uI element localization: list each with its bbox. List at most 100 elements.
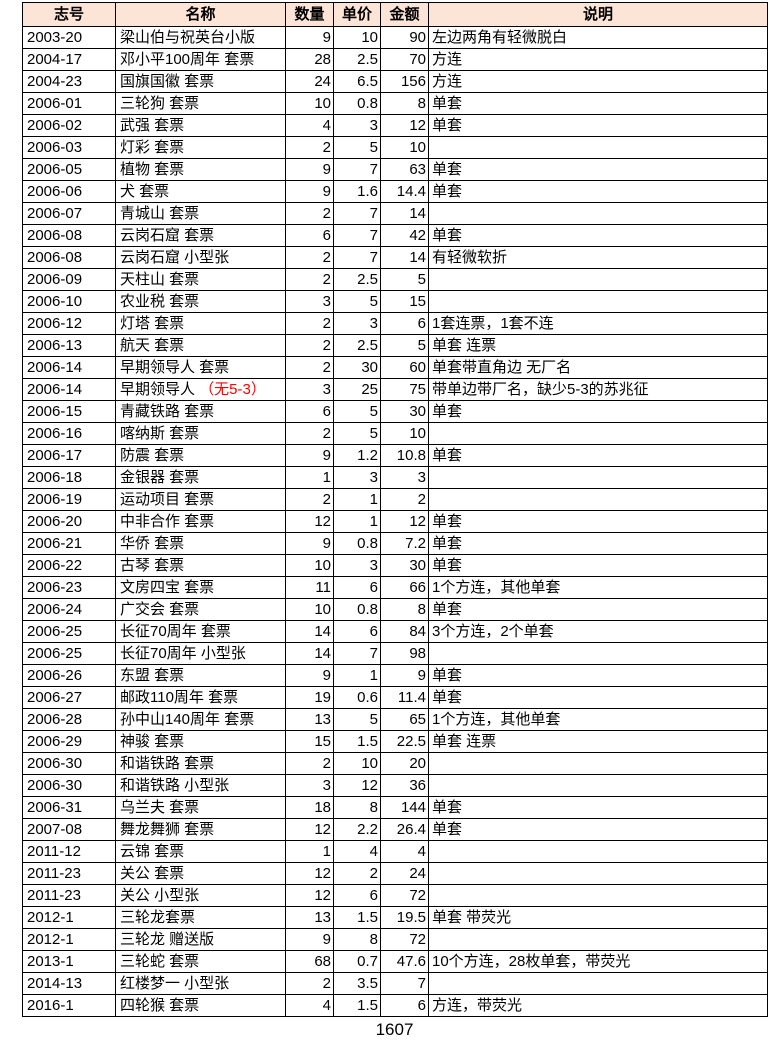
note-cell: 3个方连，2个单套 [428, 620, 768, 643]
amount-cell: 66 [380, 576, 429, 599]
amount-cell: 14.4 [380, 180, 429, 203]
quantity-cell: 4 [285, 114, 334, 137]
quantity-cell: 2 [285, 334, 334, 357]
unit-price-cell: 0.8 [333, 92, 381, 115]
unit-price-cell: 2.5 [333, 334, 381, 357]
stamp-name-cell: 关公 套票 [115, 862, 286, 885]
unit-price-cell: 6 [333, 576, 381, 599]
stamp-name-cell: 早期领导人 （无5-3） [115, 378, 286, 401]
amount-cell: 19.5 [380, 906, 429, 929]
table-row: 2006-08 云岗石窟 小型张 2 7 14 有轻微软折 [22, 246, 768, 269]
table-row: 2013-1 三轮蛇 套票 68 0.7 47.6 10个方连，28枚单套，带荧光 [22, 950, 768, 973]
quantity-cell: 19 [285, 686, 334, 709]
unit-price-cell: 6.5 [333, 70, 381, 93]
unit-price-cell: 3.5 [333, 972, 381, 995]
table-row: 2006-25 长征70周年 套票 14 6 84 3个方连，2个单套 [22, 620, 768, 643]
table-row: 2006-25 长征70周年 小型张 14 7 98 [22, 642, 768, 665]
stamp-id-cell: 2011-23 [22, 862, 116, 885]
stamp-id-cell: 2006-26 [22, 664, 116, 687]
quantity-cell: 9 [285, 158, 334, 181]
stamp-id-cell: 2006-30 [22, 752, 116, 775]
note-cell: 单套 [428, 796, 768, 819]
note-cell: 1个方连，其他单套 [428, 708, 768, 731]
unit-price-cell: 30 [333, 356, 381, 379]
stamp-name-cell: 四轮猴 套票 [115, 994, 286, 1017]
quantity-cell: 2 [285, 246, 334, 269]
column-header-amount: 金额 [380, 2, 429, 27]
table-row: 2006-30 和谐铁路 小型张 3 12 36 [22, 774, 768, 797]
quantity-cell: 68 [285, 950, 334, 973]
stamp-name-cell: 关公 小型张 [115, 884, 286, 907]
stamp-id-cell: 2006-25 [22, 620, 116, 643]
amount-cell: 30 [380, 554, 429, 577]
note-cell [428, 642, 768, 665]
table-row: 2006-10 农业税 套票 3 5 15 [22, 290, 768, 313]
quantity-cell: 28 [285, 48, 334, 71]
quantity-cell: 2 [285, 202, 334, 225]
note-cell [428, 488, 768, 511]
stamp-id-cell: 2016-1 [22, 994, 116, 1017]
note-cell: 单套 [428, 224, 768, 247]
quantity-cell: 6 [285, 400, 334, 423]
amount-cell: 36 [380, 774, 429, 797]
stamp-id-cell: 2006-19 [22, 488, 116, 511]
table-row: 2006-20 中非合作 套票 12 1 12 单套 [22, 510, 768, 533]
table-row: 2006-24 广交会 套票 10 0.8 8 单套 [22, 598, 768, 621]
note-cell [428, 136, 768, 159]
stamp-id-cell: 2006-23 [22, 576, 116, 599]
table-row: 2011-12 云锦 套票 1 4 4 [22, 840, 768, 863]
note-cell: 左边两角有轻微脱白 [428, 26, 768, 49]
stamp-name-cell: 农业税 套票 [115, 290, 286, 313]
stamp-id-cell: 2007-08 [22, 818, 116, 841]
amount-cell: 4 [380, 840, 429, 863]
quantity-cell: 15 [285, 730, 334, 753]
stamp-id-cell: 2006-05 [22, 158, 116, 181]
unit-price-cell: 1.2 [333, 444, 381, 467]
amount-cell: 10.8 [380, 444, 429, 467]
table-row: 2006-03 灯彩 套票 2 5 10 [22, 136, 768, 159]
stamp-id-cell: 2006-27 [22, 686, 116, 709]
stamp-id-cell: 2006-21 [22, 532, 116, 555]
quantity-cell: 1 [285, 466, 334, 489]
amount-cell: 8 [380, 598, 429, 621]
note-cell: 单套 [428, 92, 768, 115]
quantity-cell: 2 [285, 136, 334, 159]
note-cell: 方连 [428, 70, 768, 93]
unit-price-cell: 8 [333, 796, 381, 819]
amount-cell: 75 [380, 378, 429, 401]
quantity-cell: 10 [285, 554, 334, 577]
stamp-name-cell: 灯彩 套票 [115, 136, 286, 159]
amount-cell: 63 [380, 158, 429, 181]
stamp-id-cell: 2012-1 [22, 928, 116, 951]
amount-cell: 10 [380, 136, 429, 159]
amount-cell: 6 [380, 994, 429, 1017]
table-row: 2006-13 航天 套票 2 2.5 5 单套 连票 [22, 334, 768, 357]
table-row: 2006-27 邮政110周年 套票 19 0.6 11.4 单套 [22, 686, 768, 709]
stamp-name-cell: 三轮龙套票 [115, 906, 286, 929]
unit-price-cell: 0.7 [333, 950, 381, 973]
stamp-name-cell: 古琴 套票 [115, 554, 286, 577]
stamp-name-cell: 东盟 套票 [115, 664, 286, 687]
stamp-name-cell: 犬 套票 [115, 180, 286, 203]
stamp-name-cell: 天柱山 套票 [115, 268, 286, 291]
note-cell [428, 774, 768, 797]
note-cell: 单套 连票 [428, 730, 768, 753]
amount-cell: 144 [380, 796, 429, 819]
unit-price-cell: 7 [333, 202, 381, 225]
quantity-cell: 24 [285, 70, 334, 93]
quantity-cell: 12 [285, 818, 334, 841]
table-row: 2012-1 三轮龙套票 13 1.5 19.5 单套 带荧光 [22, 906, 768, 929]
table-header: 志号 名称 数量 单价 金额 说明 [22, 2, 768, 27]
note-cell: 单套 连票 [428, 334, 768, 357]
note-cell: 有轻微软折 [428, 246, 768, 269]
unit-price-cell: 6 [333, 884, 381, 907]
unit-price-cell: 4 [333, 840, 381, 863]
quantity-cell: 14 [285, 620, 334, 643]
amount-cell: 24 [380, 862, 429, 885]
note-cell: 单套 [428, 554, 768, 577]
amount-cell: 2 [380, 488, 429, 511]
stamp-id-cell: 2011-12 [22, 840, 116, 863]
unit-price-cell: 12 [333, 774, 381, 797]
unit-price-cell: 5 [333, 136, 381, 159]
